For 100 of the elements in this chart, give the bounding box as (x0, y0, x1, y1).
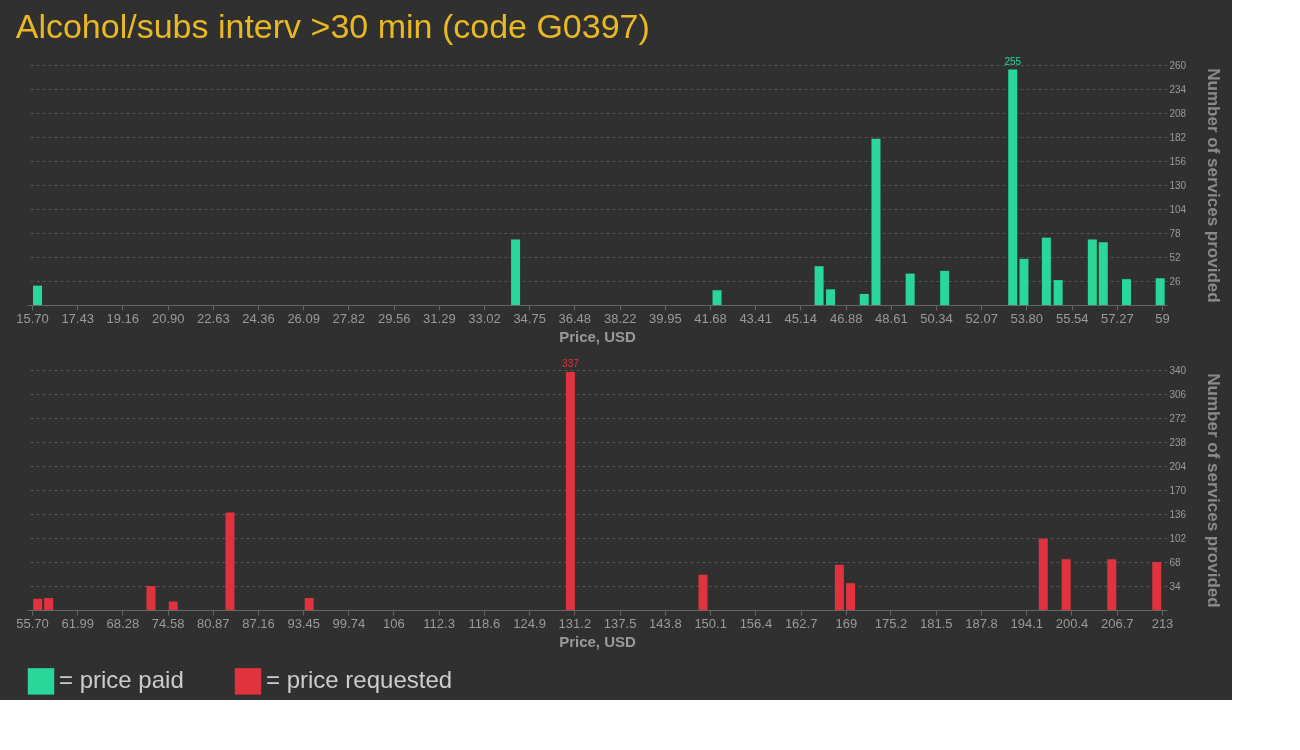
bar (940, 270, 950, 305)
x-tick-label: 38.22 (603, 310, 637, 326)
bar (1107, 559, 1117, 610)
x-tick-label: 26.09 (287, 310, 320, 326)
x-tick-label: 15.70 (16, 310, 49, 326)
bar (1152, 562, 1162, 610)
x-tick-label: 106 (382, 615, 405, 631)
y-tick-label: 68 (1169, 556, 1182, 568)
y-tick-label: 170 (1169, 484, 1187, 496)
bar (511, 239, 521, 305)
x-tick-label: 112.3 (423, 615, 455, 631)
bar (846, 583, 856, 610)
y-tick-label: 26 (1169, 275, 1182, 287)
x-tick-label: 194.1 (1010, 615, 1043, 631)
x-tick-label: 87.16 (242, 615, 275, 631)
bar (1122, 279, 1132, 305)
x-tick-label: 213 (1151, 615, 1174, 631)
x-axis-title: Price, USD (559, 632, 637, 650)
x-tick-label: 29.56 (377, 310, 411, 326)
x-tick-label: 17.43 (61, 310, 94, 326)
bar (1038, 538, 1048, 610)
x-tick-label: 99.74 (332, 615, 366, 631)
x-tick-label: 137.5 (603, 615, 637, 631)
legend-label: = price paid (59, 666, 184, 694)
y-tick-label: 234 (1169, 83, 1187, 95)
x-tick-label: 33.02 (468, 310, 501, 326)
x-tick-label: 45.14 (784, 310, 818, 326)
x-tick-label: 59 (1155, 310, 1170, 326)
bar (814, 266, 824, 305)
x-tick-label: 175.2 (874, 615, 908, 631)
x-tick-label: 48.61 (875, 310, 908, 326)
bar (1053, 280, 1063, 305)
x-tick-label: 187.8 (965, 615, 998, 631)
y-axis-title: Number of services provided (1204, 373, 1224, 608)
y-tick-label: 136 (1169, 508, 1187, 520)
bar (712, 290, 722, 305)
y-tick-label: 52 (1169, 251, 1182, 263)
x-tick-label: 93.45 (287, 615, 320, 631)
x-tick-label: 24.36 (242, 310, 275, 326)
x-tick-label: 181.5 (919, 615, 953, 631)
x-tick-label: 41.68 (694, 310, 727, 326)
x-tick-label: 20.90 (151, 310, 185, 326)
bar (1061, 559, 1071, 610)
x-tick-label: 156.4 (739, 615, 773, 631)
bar (826, 289, 836, 305)
data-label: 337 (562, 358, 580, 370)
x-tick-label: 150.1 (694, 615, 727, 631)
bar (1087, 239, 1097, 305)
x-tick-label: 118.6 (468, 615, 501, 631)
x-tick-label: 22.63 (197, 310, 230, 326)
bar (834, 564, 844, 610)
x-tick-label: 55.70 (16, 615, 49, 631)
x-tick-label: 19.16 (106, 310, 140, 326)
y-tick-label: 78 (1169, 227, 1182, 239)
x-tick-label: 43.41 (739, 310, 772, 326)
y-axis-title: Number of services provided (1204, 68, 1224, 303)
y-tick-label: 340 (1169, 364, 1187, 376)
x-tick-label: 55.54 (1055, 310, 1089, 326)
y-tick-label: 156 (1169, 155, 1187, 167)
x-tick-label: 206.7 (1100, 615, 1134, 631)
x-tick-label: 124.9 (513, 615, 546, 631)
x-tick-label: 36.48 (558, 310, 592, 326)
bar (1041, 237, 1051, 305)
y-tick-label: 182 (1169, 131, 1187, 143)
bar (33, 598, 43, 610)
y-tick-label: 260 (1169, 59, 1187, 71)
x-tick-label: 31.29 (423, 310, 456, 326)
bar (1008, 69, 1018, 305)
bar (1019, 258, 1029, 305)
x-tick-label: 53.80 (1010, 310, 1044, 326)
bar (565, 372, 575, 610)
x-tick-label: 27.82 (332, 310, 366, 326)
y-tick-label: 272 (1169, 412, 1187, 424)
bar (698, 574, 708, 610)
x-tick-label: 57.27 (1101, 310, 1134, 326)
x-tick-label: 80.87 (197, 615, 230, 631)
y-tick-label: 204 (1169, 460, 1187, 472)
x-tick-label: 50.34 (920, 310, 953, 326)
bar (304, 598, 314, 610)
bar (146, 586, 156, 610)
bar (32, 285, 42, 305)
legend-label: = price requested (266, 666, 453, 694)
x-axis-title: Price, USD (559, 327, 637, 345)
y-tick-label: 238 (1169, 436, 1187, 448)
y-tick-label: 208 (1169, 107, 1187, 119)
bar (44, 598, 54, 610)
x-tick-label: 131.2 (558, 615, 592, 631)
x-tick-label: 74.58 (151, 615, 185, 631)
x-tick-label: 34.75 (513, 310, 546, 326)
x-tick-label: 143.8 (649, 615, 682, 631)
y-tick-label: 34 (1169, 580, 1182, 592)
bar (1098, 242, 1108, 305)
bar (225, 512, 235, 610)
x-tick-label: 61.99 (61, 615, 94, 631)
bar (168, 601, 178, 610)
data-label: 255 (1004, 55, 1022, 67)
chart-title: Alcohol/subs interv >30 min (code G0397) (15, 6, 650, 45)
x-tick-label: 169 (835, 615, 858, 631)
x-tick-label: 52.07 (965, 310, 998, 326)
bar (859, 293, 869, 305)
